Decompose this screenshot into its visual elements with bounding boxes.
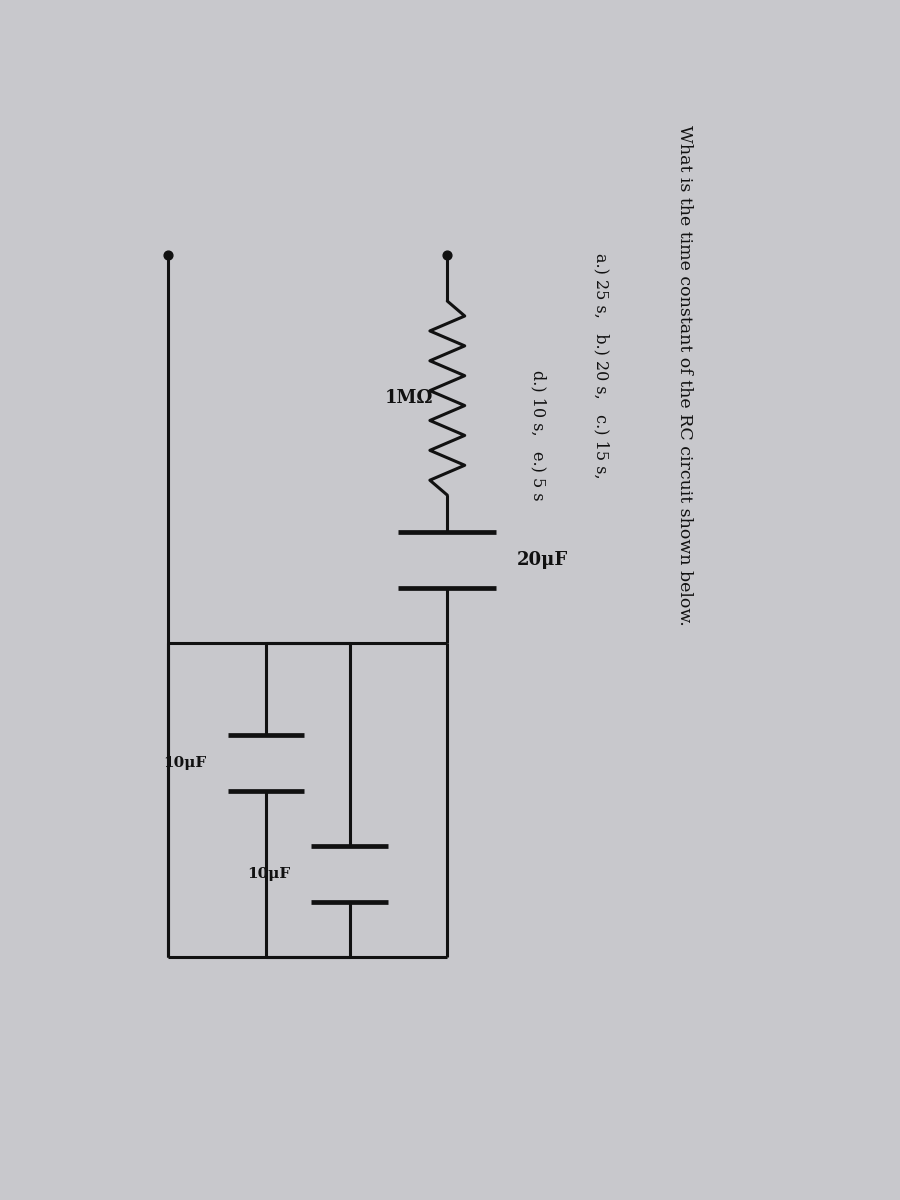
Point <box>161 245 176 264</box>
Text: 1MΩ: 1MΩ <box>385 389 433 407</box>
Text: 20μF: 20μF <box>518 551 568 569</box>
Text: d.) 10 s,   e.) 5 s: d.) 10 s, e.) 5 s <box>529 370 546 500</box>
Text: 10μF: 10μF <box>248 866 291 881</box>
Point <box>440 245 454 264</box>
Text: 10μF: 10μF <box>164 756 207 770</box>
Text: What is the time constant of the RC circuit shown below.: What is the time constant of the RC circ… <box>676 125 693 625</box>
Text: a.) 25 s,   b.) 20 s,   c.) 15 s,: a.) 25 s, b.) 20 s, c.) 15 s, <box>592 253 609 479</box>
